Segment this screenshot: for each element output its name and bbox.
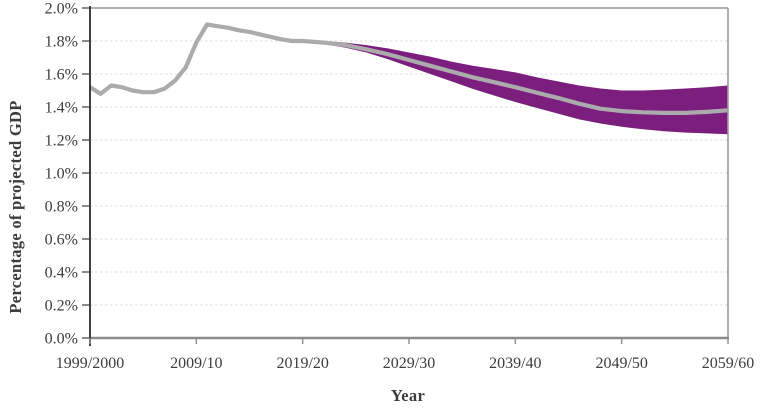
- y-tick-label: 2.0%: [45, 1, 78, 18]
- y-tick-label: 0.6%: [45, 232, 78, 249]
- x-tick-label: 2059/60: [702, 355, 754, 372]
- tick-marks: [82, 7, 729, 344]
- x-tick-label: 2039/40: [489, 355, 541, 372]
- x-tick-label: 2009/10: [170, 355, 222, 372]
- x-tick-label: 2019/20: [276, 355, 328, 372]
- x-tick-labels: 1999/2000 2009/10 2019/20 2029/30 2039/40 204…: [56, 355, 754, 372]
- x-tick-label: 1999/2000: [56, 355, 124, 372]
- gridlines: [90, 40, 728, 306]
- y-tick-label: 0.4%: [45, 265, 78, 282]
- x-tick-label: 2049/50: [595, 355, 647, 372]
- y-tick-label: 0.8%: [45, 199, 78, 216]
- y-tick-label: 1.0%: [45, 166, 78, 183]
- y-tick-label: 1.4%: [45, 100, 78, 117]
- y-axis-title: Percentage of projected GDP: [6, 100, 25, 314]
- y-tick-label: 1.6%: [45, 67, 78, 84]
- x-axis-title: Year: [390, 386, 426, 405]
- y-tick-label: 1.2%: [45, 133, 78, 150]
- gdp-line: [88, 22, 729, 115]
- y-tick-labels: 0.0% 0.2% 0.4% 0.6% 0.8% 1.0% 1.2% 1.4% 1.6% 1.8%…: [45, 1, 78, 348]
- y-tick-label: 1.8%: [45, 34, 78, 51]
- x-tick-label: 2029/30: [383, 355, 435, 372]
- y-tick-label: 0.2%: [45, 298, 78, 315]
- y-tick-label: 0.0%: [45, 331, 78, 348]
